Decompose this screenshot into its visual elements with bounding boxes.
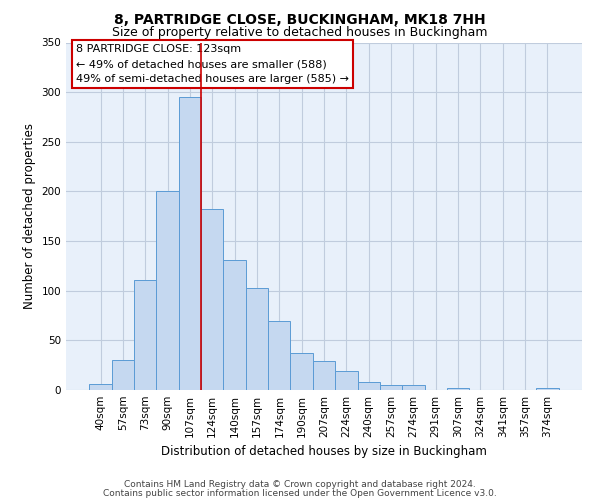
Bar — [402, 385, 425, 390]
X-axis label: Distribution of detached houses by size in Buckingham: Distribution of detached houses by size … — [161, 446, 487, 458]
Bar — [157, 192, 179, 390]
Bar — [380, 385, 402, 390]
Bar — [223, 260, 246, 390]
Bar — [89, 384, 112, 390]
Text: 8 PARTRIDGE CLOSE: 123sqm
← 49% of detached houses are smaller (588)
49% of semi: 8 PARTRIDGE CLOSE: 123sqm ← 49% of detac… — [76, 44, 349, 84]
Text: Size of property relative to detached houses in Buckingham: Size of property relative to detached ho… — [112, 26, 488, 39]
Bar — [536, 388, 559, 390]
Bar — [134, 280, 157, 390]
Bar — [447, 388, 469, 390]
Bar — [246, 288, 268, 390]
Bar — [112, 360, 134, 390]
Bar — [268, 322, 290, 390]
Bar — [290, 354, 313, 390]
Bar — [179, 97, 201, 390]
Text: Contains HM Land Registry data © Crown copyright and database right 2024.: Contains HM Land Registry data © Crown c… — [124, 480, 476, 489]
Text: Contains public sector information licensed under the Open Government Licence v3: Contains public sector information licen… — [103, 488, 497, 498]
Bar — [313, 361, 335, 390]
Bar — [335, 371, 358, 390]
Bar — [201, 210, 223, 390]
Y-axis label: Number of detached properties: Number of detached properties — [23, 123, 36, 309]
Bar — [358, 382, 380, 390]
Text: 8, PARTRIDGE CLOSE, BUCKINGHAM, MK18 7HH: 8, PARTRIDGE CLOSE, BUCKINGHAM, MK18 7HH — [114, 12, 486, 26]
